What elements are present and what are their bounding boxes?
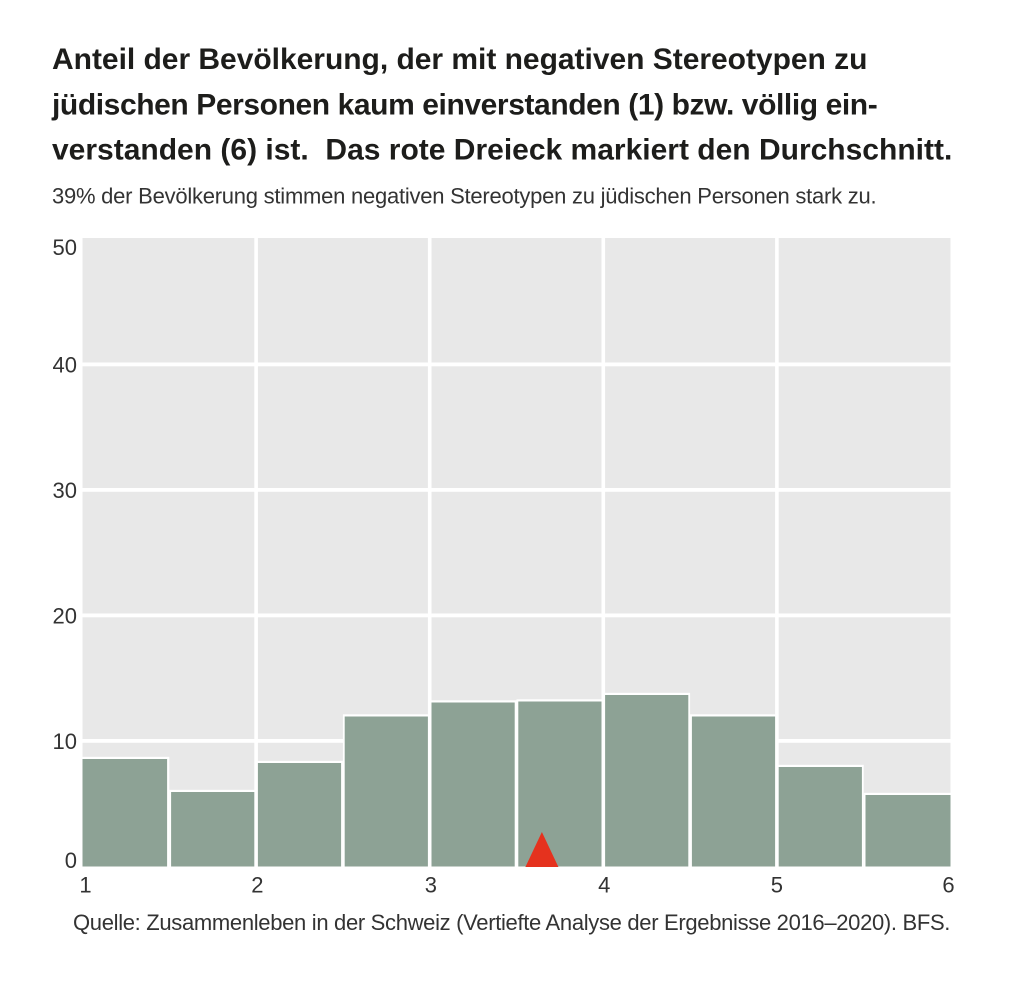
svg-text:50: 50 bbox=[53, 235, 77, 260]
svg-text:2: 2 bbox=[251, 873, 263, 898]
svg-text:6: 6 bbox=[942, 873, 954, 898]
svg-text:20: 20 bbox=[53, 603, 77, 628]
svg-text:4: 4 bbox=[598, 873, 610, 898]
svg-text:verstanden (6) ist. Das rote: verstanden (6) ist. Das rote Dreieck mar… bbox=[52, 134, 952, 167]
svg-text:40: 40 bbox=[53, 352, 77, 377]
svg-text:Anteil der Bevölkerung, der mi: Anteil der Bevölkerung, der mit negative… bbox=[52, 43, 867, 76]
svg-text:Quelle: Zusammenleben in der S: Quelle: Zusammenleben in der Schweiz (Ve… bbox=[73, 910, 950, 935]
svg-text:3: 3 bbox=[425, 873, 437, 898]
svg-text:jüdischen Personen kaum einver: jüdischen Personen kaum einverstanden (1… bbox=[51, 89, 877, 122]
svg-text:30: 30 bbox=[53, 478, 77, 503]
svg-text:1: 1 bbox=[79, 873, 91, 898]
svg-text:10: 10 bbox=[53, 729, 77, 754]
svg-text:39% der Bevölkerung stimmen ne: 39% der Bevölkerung stimmen negativen St… bbox=[52, 184, 876, 209]
svg-text:0: 0 bbox=[65, 848, 77, 873]
svg-text:5: 5 bbox=[771, 873, 783, 898]
